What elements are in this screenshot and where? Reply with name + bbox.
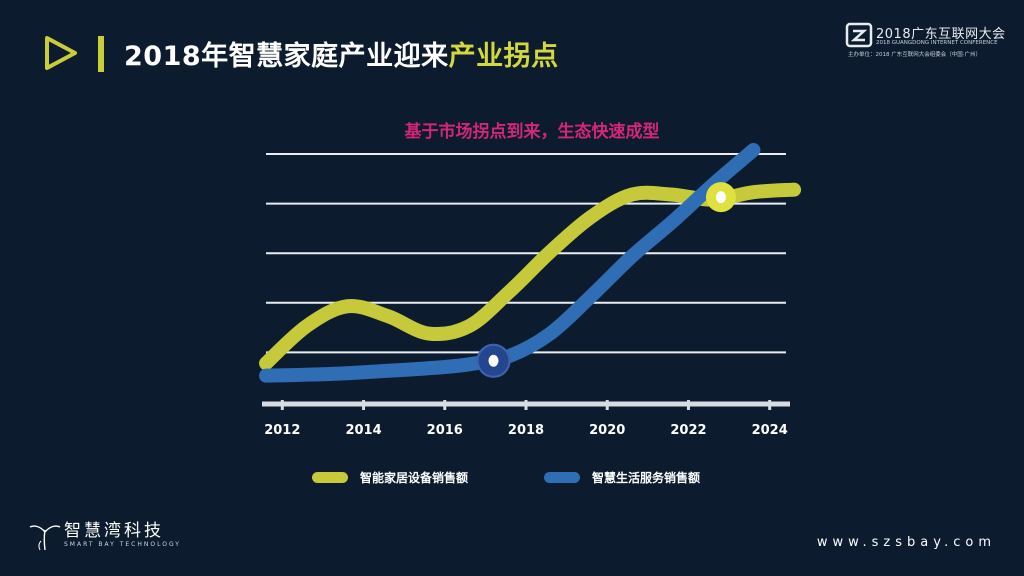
page-title: 2018年智慧家庭产业迎来产业拐点 xyxy=(124,34,559,73)
x-tick-label: 2022 xyxy=(670,423,706,438)
brand-plant-icon xyxy=(29,525,61,551)
title-divider xyxy=(98,36,104,72)
legend-item-devices: 智能家居设备销售额 xyxy=(312,469,468,486)
x-tick-label: 2020 xyxy=(589,423,625,438)
brand-name-en: SMART BAY TECHNOLOGY xyxy=(64,541,181,548)
inflection-marker-dot xyxy=(715,191,726,204)
legend-swatch-devices xyxy=(312,472,348,483)
page-title-main: 2018年智慧家庭产业迎来 xyxy=(124,41,449,72)
page-title-highlight: 产业拐点 xyxy=(448,41,559,72)
inflection-marker-dot xyxy=(488,354,499,367)
brand-name: 智慧湾科技 xyxy=(64,521,164,541)
x-tick-label: 2018 xyxy=(508,423,544,438)
legend-swatch-services xyxy=(544,472,580,483)
conference-name: 2018广东互联网大会 xyxy=(876,27,1006,42)
x-tick-label: 2014 xyxy=(345,423,381,438)
website-url: www.szsbay.com xyxy=(816,535,996,550)
series-line-devices xyxy=(259,182,802,371)
legend-item-services: 智慧生活服务销售额 xyxy=(544,469,700,486)
series-line-services xyxy=(259,143,761,383)
conference-name-en: 2018 GUANGDONG INTERNET CONFERENCE xyxy=(876,40,998,46)
play-triangle-icon xyxy=(45,36,77,70)
legend-label-services: 智慧生活服务销售额 xyxy=(592,471,701,485)
conference-logo-icon xyxy=(845,22,873,48)
x-tick-label: 2016 xyxy=(427,423,463,438)
x-tick-label: 2012 xyxy=(264,423,300,438)
legend-label-devices: 智能家居设备销售额 xyxy=(360,471,469,485)
inflection-marker-ring xyxy=(476,343,511,378)
x-tick-label: 2024 xyxy=(752,423,788,438)
chart-subtitle: 基于市场拐点到来，生态快速成型 xyxy=(404,122,660,142)
conference-organizer: 主办单位：2018 广东互联网大会组委会（中国·广州） xyxy=(848,52,981,58)
